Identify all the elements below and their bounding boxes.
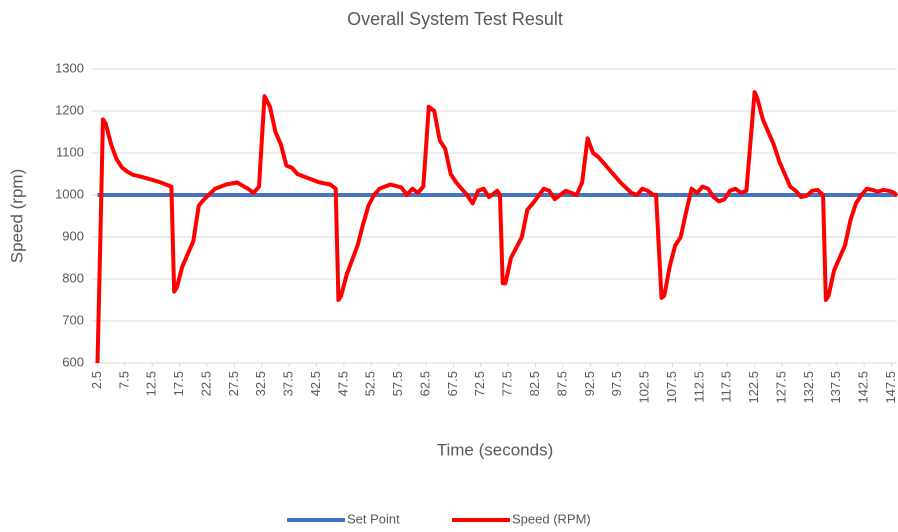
x-tick-label: 67.5	[445, 371, 460, 396]
x-tick-label: 22.5	[198, 371, 213, 396]
x-tick-label: 107.5	[664, 371, 679, 404]
x-tick-label: 117.5	[719, 371, 734, 403]
y-tick-label: 1000	[55, 186, 84, 201]
chart-title: Overall System Test Result	[347, 9, 563, 29]
legend-label: Speed (RPM)	[512, 511, 591, 526]
y-tick-label: 1300	[55, 60, 84, 75]
x-tick-label: 17.5	[171, 371, 186, 396]
x-tick-label: 122.5	[746, 371, 761, 404]
legend-label: Set Point	[347, 511, 400, 526]
x-tick-label: 72.5	[472, 371, 487, 396]
x-tick-label: 27.5	[226, 371, 241, 396]
series-line	[95, 90, 898, 364]
x-tick-label: 132.5	[801, 371, 816, 404]
y-axis-title: Speed (rpm)	[7, 169, 26, 263]
x-tick-label: 77.5	[500, 371, 515, 396]
x-tick-label: 62.5	[417, 371, 432, 396]
y-tick-label: 800	[62, 270, 84, 285]
x-tick-label: 142.5	[856, 371, 871, 404]
x-tick-label: 42.5	[308, 371, 323, 396]
x-tick-label: 82.5	[527, 371, 542, 396]
x-tick-label: 127.5	[773, 371, 788, 404]
y-tick-label: 1100	[56, 144, 84, 159]
x-tick-label: 52.5	[363, 371, 378, 396]
y-tick-label: 900	[62, 228, 84, 243]
y-tick-label: 700	[62, 312, 84, 327]
x-tick-label: 97.5	[609, 371, 624, 396]
y-tick-label: 600	[62, 354, 84, 369]
x-tick-label: 32.5	[253, 371, 268, 396]
x-axis-title: Time (seconds)	[437, 440, 554, 459]
x-tick-label: 47.5	[335, 371, 350, 396]
x-tick-label: 2.5	[89, 371, 104, 389]
x-tick-label: 92.5	[582, 371, 597, 396]
x-tick-label: 137.5	[828, 371, 843, 404]
x-tick-label: 57.5	[390, 371, 405, 396]
x-tick-label: 112.5	[691, 371, 706, 403]
x-tick-label: 87.5	[554, 371, 569, 396]
y-tick-label: 1200	[55, 102, 84, 117]
x-tick-label: 7.5	[116, 371, 131, 389]
x-tick-label: 37.5	[281, 371, 296, 396]
x-tick-label: 147.5	[883, 371, 898, 404]
x-tick-label: 12.5	[144, 371, 159, 396]
x-tick-label: 102.5	[637, 371, 652, 404]
